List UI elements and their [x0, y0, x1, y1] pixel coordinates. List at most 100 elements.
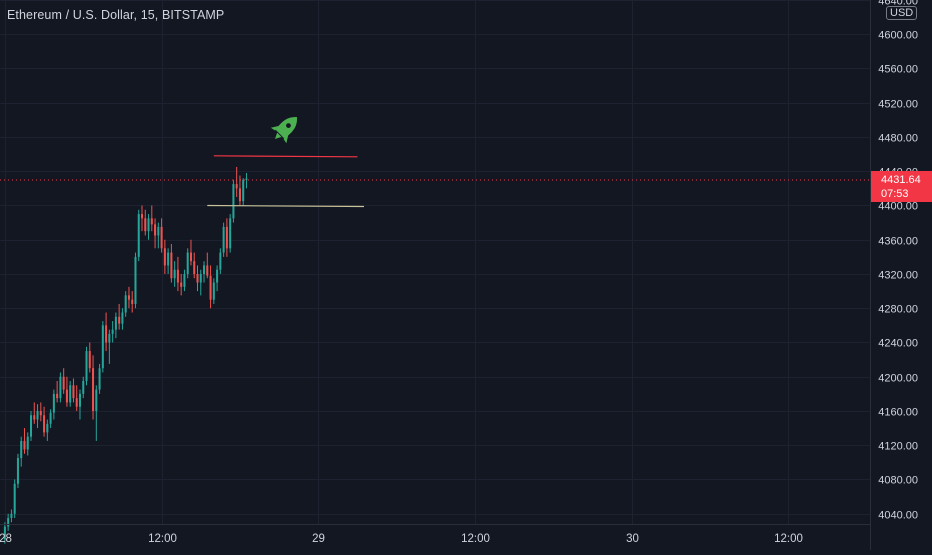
currency-button[interactable]: USD: [886, 6, 918, 20]
candle: [46, 419, 49, 441]
candle: [209, 265, 212, 309]
candle: [23, 428, 26, 454]
candle: [238, 175, 241, 206]
candle: [49, 409, 52, 429]
y-tick-label: 4560.00: [878, 64, 918, 76]
candle: [82, 376, 85, 399]
time-axis: 28 12:00 29 12:00 30 12:00: [0, 533, 803, 545]
rocket-icon[interactable]: [267, 109, 304, 146]
x-tick-label: 30: [626, 533, 639, 545]
y-tick-label: 4480.00: [878, 133, 918, 145]
candle: [140, 205, 144, 232]
bar-countdown: 07:53: [881, 188, 909, 200]
y-tick-label: 4600.00: [878, 30, 918, 42]
y-tick-label: 4240.00: [878, 338, 918, 350]
candle: [183, 269, 186, 292]
candle: [65, 376, 68, 407]
candle: [108, 329, 111, 364]
candle: [134, 252, 137, 309]
candle: [43, 406, 46, 437]
candle: [147, 214, 150, 240]
candle: [95, 385, 98, 441]
candle: [170, 244, 173, 283]
candle: [121, 308, 124, 330]
candle: [85, 346, 88, 386]
y-tick-label: 4040.00: [878, 510, 918, 522]
x-tick-label: 28: [0, 533, 12, 545]
candle: [173, 261, 176, 287]
candle: [62, 368, 65, 394]
candle: [160, 218, 163, 253]
candle: [131, 291, 134, 313]
last-price-label: 4431.64 07:53: [871, 171, 932, 202]
candle: [92, 355, 95, 420]
annotations: [207, 109, 365, 208]
y-tick-label: 4640.00: [878, 0, 918, 8]
y-tick-label: 4520.00: [878, 99, 918, 111]
candle: [206, 252, 209, 279]
candle: [7, 513, 10, 531]
candle: [114, 312, 117, 339]
y-tick-label: 4280.00: [878, 304, 918, 316]
candle: [16, 453, 19, 489]
candle: [56, 381, 59, 403]
candle: [20, 436, 23, 467]
candle: [101, 321, 104, 373]
candle: [111, 321, 114, 343]
x-tick-label: 12:00: [461, 533, 490, 545]
candle: [105, 312, 108, 352]
candle: [219, 248, 222, 274]
x-tick-label: 29: [312, 533, 325, 545]
candle: [78, 389, 81, 420]
candle: [163, 239, 166, 274]
y-tick-label: 4400.00: [878, 201, 918, 213]
candle: [59, 372, 62, 403]
support-line[interactable]: [207, 204, 365, 208]
candle: [98, 363, 101, 394]
candle: [180, 273, 183, 296]
candle: [193, 252, 196, 279]
y-tick-label: 4320.00: [878, 270, 918, 282]
candle: [39, 402, 42, 422]
candle: [13, 479, 16, 519]
last-price-value: 4431.64: [881, 174, 921, 186]
x-tick-label: 12:00: [774, 533, 803, 545]
candle: [30, 410, 33, 441]
candle: [235, 166, 238, 197]
resistance-line[interactable]: [213, 155, 358, 158]
chart-title: Ethereum / U.S. Dollar, 15, BITSTAMP: [7, 8, 225, 22]
y-tick-label: 4080.00: [878, 475, 918, 487]
candle: [88, 342, 91, 373]
candle: [33, 402, 36, 424]
candle: [222, 222, 225, 257]
y-tick-label: 4360.00: [878, 236, 918, 248]
candle: [176, 256, 179, 292]
candle: [72, 378, 75, 403]
candle: [3, 522, 6, 544]
y-tick-label: 4160.00: [878, 407, 918, 419]
grid-lines: [0, 0, 870, 524]
price-axis: 4040.00 4080.00 4120.00 4160.00 4200.00 4240.…: [878, 0, 918, 522]
y-tick-label: 4200.00: [878, 373, 918, 385]
candle: [186, 248, 189, 279]
candle: [196, 265, 199, 292]
candle: [189, 239, 192, 266]
candle: [154, 218, 157, 249]
candle: [52, 389, 55, 420]
candle: [75, 385, 78, 411]
candle: [10, 509, 13, 523]
candle: [157, 222, 160, 249]
candle: [232, 179, 235, 223]
candle: [229, 214, 232, 253]
candle: [150, 205, 153, 232]
candle: [245, 172, 248, 189]
y-tick-label: 4120.00: [878, 441, 918, 453]
x-tick-label: 12:00: [148, 533, 177, 545]
candle: [225, 218, 228, 257]
candle: [199, 269, 202, 296]
candle: [124, 291, 127, 317]
candle: [144, 209, 147, 236]
candle: [127, 286, 130, 309]
